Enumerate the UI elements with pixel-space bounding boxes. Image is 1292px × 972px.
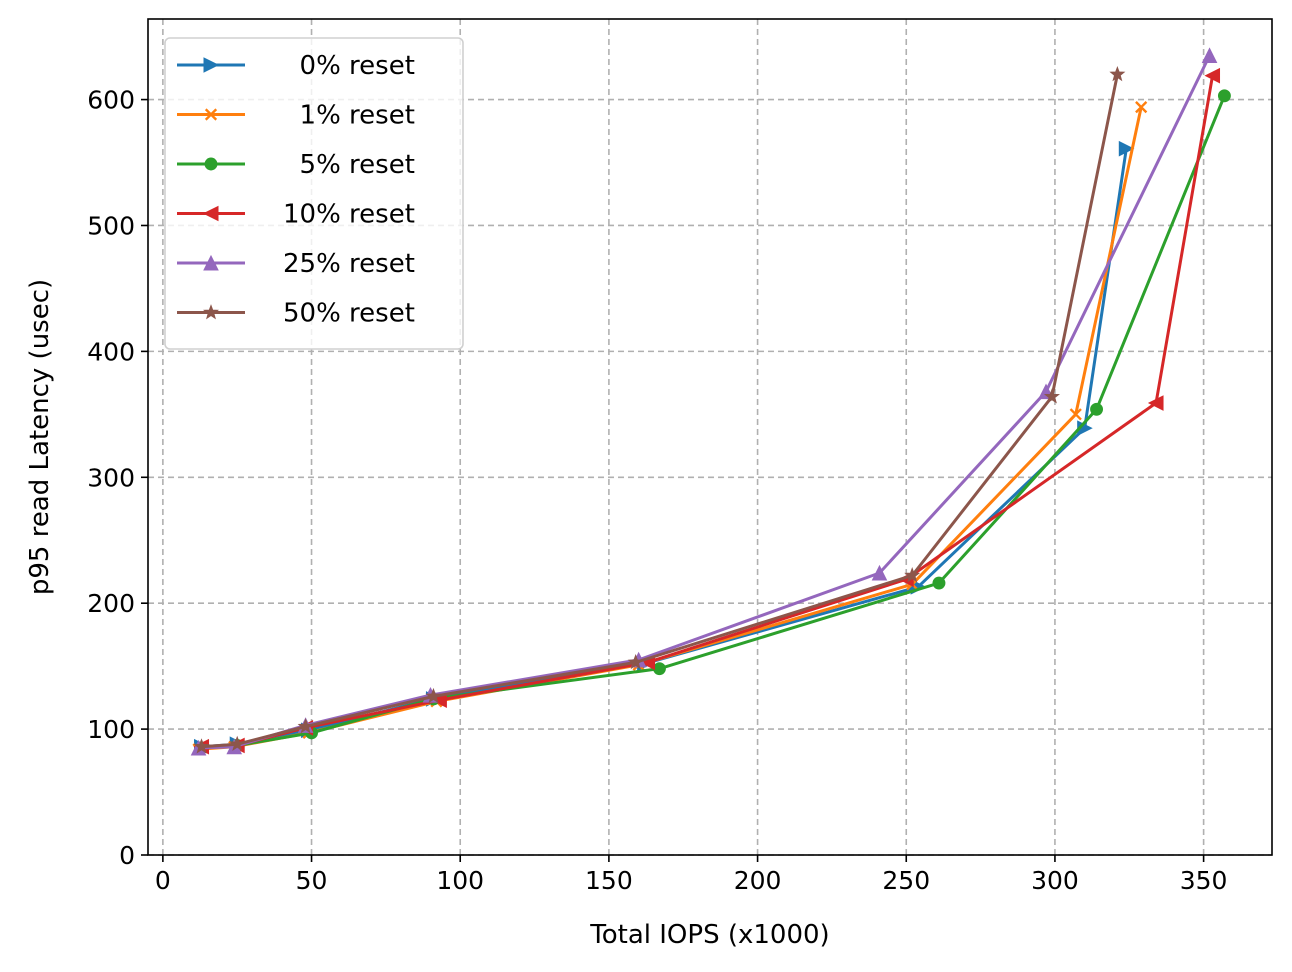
data-point-marker bbox=[627, 653, 644, 670]
data-point-marker bbox=[1204, 67, 1221, 84]
legend-label: 25% reset bbox=[283, 249, 415, 279]
legend-item: 0% reset bbox=[177, 51, 415, 81]
data-point-marker bbox=[204, 157, 218, 171]
y-tick-label: 500 bbox=[87, 211, 135, 240]
x-tick-label: 50 bbox=[296, 866, 328, 895]
data-point-marker bbox=[1043, 388, 1060, 404]
series-50-reset bbox=[193, 65, 1126, 754]
data-point-marker bbox=[1118, 140, 1135, 157]
x-tick-label: 300 bbox=[1031, 866, 1079, 895]
y-axis-label: p95 read Latency (usec) bbox=[25, 279, 55, 595]
data-point-marker bbox=[1147, 395, 1164, 411]
legend-item: 10% reset bbox=[177, 200, 415, 230]
data-point-marker bbox=[932, 576, 946, 590]
legend-label: 10% reset bbox=[283, 200, 415, 230]
x-tick-label: 150 bbox=[585, 866, 633, 895]
series-layer bbox=[190, 47, 1231, 756]
data-point-marker bbox=[203, 254, 219, 271]
x-tick-label: 100 bbox=[436, 866, 484, 895]
data-point-marker bbox=[202, 304, 220, 320]
data-point-marker bbox=[203, 57, 220, 73]
y-tick-label: 0 bbox=[119, 841, 135, 870]
data-point-marker bbox=[652, 662, 666, 676]
y-tick-label: 600 bbox=[87, 86, 135, 115]
legend-label: 5% reset bbox=[283, 150, 415, 180]
data-point-marker bbox=[297, 718, 314, 734]
data-point-marker bbox=[425, 687, 442, 704]
data-point-marker bbox=[1069, 408, 1082, 421]
y-tick-label: 300 bbox=[87, 463, 135, 492]
data-point-marker bbox=[204, 108, 218, 121]
x-tick-label: 0 bbox=[155, 866, 171, 895]
legend-item: 25% reset bbox=[177, 249, 415, 279]
data-point-marker bbox=[1201, 47, 1218, 64]
y-tick-label: 100 bbox=[87, 715, 135, 744]
y-tick-label: 200 bbox=[87, 589, 135, 618]
data-point-marker bbox=[193, 738, 210, 754]
axis-ticks: 0 50 100 150 200 250 300 350 0 100 200 300 400 500 600 bbox=[87, 86, 1227, 895]
legend-item: 1% reset bbox=[177, 101, 415, 131]
plot-frame bbox=[147, 18, 1273, 856]
legend-label: 1% reset bbox=[283, 101, 415, 131]
x-tick-label: 350 bbox=[1180, 866, 1228, 895]
legend-label: 50% reset bbox=[283, 299, 415, 329]
data-point-marker bbox=[1135, 101, 1148, 114]
legend-item: 5% reset bbox=[177, 150, 415, 180]
x-tick-label: 250 bbox=[882, 866, 930, 895]
data-point-marker bbox=[202, 205, 219, 222]
y-tick-label: 400 bbox=[87, 337, 135, 366]
data-point-marker bbox=[1217, 89, 1231, 103]
legend: 0% reset 1% reset 5% reset 10% reset 25% r… bbox=[164, 37, 464, 350]
x-axis-label: Total IOPS (x1000) bbox=[589, 920, 829, 950]
legend-item: 50% reset bbox=[177, 299, 415, 329]
data-point-marker bbox=[1109, 65, 1126, 82]
data-point-marker bbox=[1090, 402, 1104, 416]
data-point-marker bbox=[229, 735, 246, 752]
data-point-marker bbox=[871, 564, 888, 581]
series-line bbox=[201, 74, 1119, 749]
data-point-marker bbox=[904, 567, 921, 583]
x-tick-label: 200 bbox=[734, 866, 782, 895]
legend-label: 0% reset bbox=[283, 51, 415, 81]
